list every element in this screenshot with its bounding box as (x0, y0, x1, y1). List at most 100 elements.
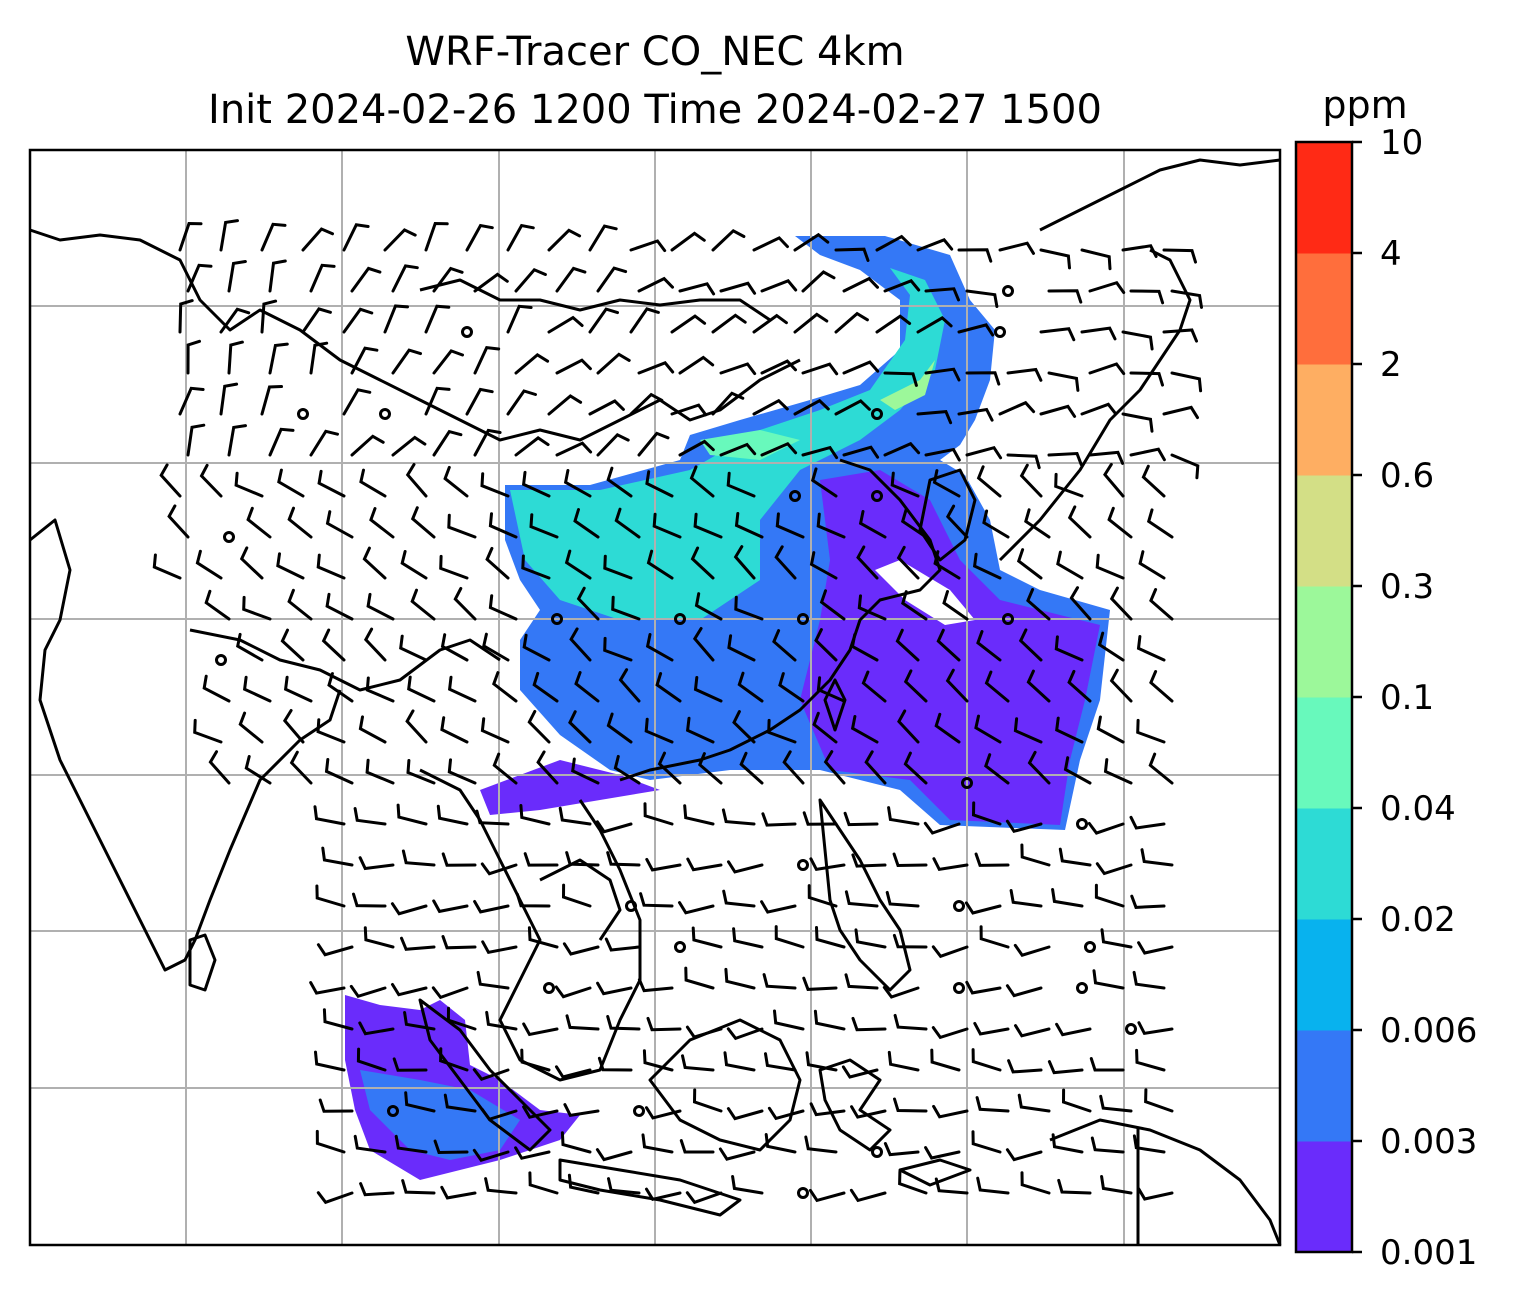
wind-barb (239, 546, 264, 580)
wind-barb (719, 442, 757, 457)
wind-barb (932, 1104, 969, 1119)
wind-barb (519, 804, 551, 826)
wind-barb (1137, 1021, 1174, 1036)
wind-barb (782, 750, 805, 785)
wind-barb (159, 463, 182, 498)
wind-barb (522, 1105, 559, 1119)
wind-barb (652, 512, 682, 539)
wind-barb (555, 441, 593, 457)
wind-barb (325, 510, 354, 539)
colorbar-swatch (1296, 919, 1352, 1031)
wind-barb (693, 676, 723, 703)
wind-barb (167, 504, 190, 539)
wind-barb (1018, 628, 1043, 662)
wind-barb (965, 289, 999, 308)
wind-barb (482, 632, 510, 662)
wind-barb (778, 672, 805, 703)
wind-barb (933, 550, 961, 580)
wind-barb (202, 674, 231, 703)
wind-barb (195, 549, 223, 580)
calm-wind-circle (674, 613, 686, 625)
wind-barb (439, 554, 469, 580)
wind-barb (834, 311, 869, 334)
wind-barb (447, 675, 477, 703)
wind-barb (316, 1191, 354, 1205)
wind-barb (280, 628, 305, 662)
wind-barb (934, 712, 961, 744)
wind-barb (287, 588, 313, 621)
wind-barb (588, 224, 618, 252)
wind-barb (186, 339, 201, 375)
wind-barb (739, 751, 764, 785)
wind-barb (1061, 1088, 1092, 1113)
calm-wind-circle (871, 490, 883, 502)
wind-barb (732, 927, 764, 949)
wind-barb (924, 447, 961, 462)
wind-barb (405, 709, 428, 744)
wind-barb (844, 973, 879, 990)
wind-barb (1090, 1136, 1125, 1154)
wind-barb (903, 669, 928, 703)
wind-barb (604, 937, 641, 952)
wind-barb (819, 589, 846, 621)
wind-barb (597, 1056, 633, 1072)
wind-barb (945, 668, 969, 703)
wind-barb (287, 506, 313, 539)
wind-barb (850, 633, 879, 662)
wind-barb (752, 313, 788, 334)
wind-barb (957, 407, 994, 422)
wind-barb (322, 1008, 354, 1031)
wind-barb (521, 470, 551, 498)
wind-barb (532, 671, 559, 703)
wind-barb (565, 851, 600, 867)
wind-barb (186, 423, 206, 457)
wind-barb (732, 710, 756, 744)
wind-barb (646, 549, 674, 580)
wind-barb (424, 386, 451, 416)
colorbar: ppm 0.001 0.003 0.006 0.02 0.04 0.1 0.3 0.6 2 4 10 (1294, 83, 1477, 1273)
wind-barb (362, 546, 387, 580)
wind-barb (998, 400, 1036, 416)
wind-barb (560, 1131, 592, 1154)
wind-barb (678, 901, 715, 915)
wind-barb (761, 812, 797, 827)
wind-barb (691, 926, 723, 949)
wind-barb (1047, 371, 1080, 392)
wind-barb (440, 716, 469, 744)
wind-barb (760, 900, 797, 914)
border-mongolia (419, 278, 771, 322)
wind-barb (694, 592, 723, 621)
wind-barb (316, 718, 346, 744)
wind-barb (900, 508, 928, 539)
wind-barb (864, 750, 887, 785)
wind-barb (528, 1171, 559, 1195)
wind-barb (403, 1011, 436, 1031)
wind-barb (842, 276, 879, 293)
wind-barb (432, 349, 464, 375)
wind-barb (515, 892, 551, 908)
wind-barb (814, 628, 838, 662)
wind-barb (1149, 670, 1174, 703)
wind-barb (324, 758, 354, 785)
wind-barb (390, 902, 428, 916)
wind-barb (916, 316, 953, 334)
wind-barb (723, 1051, 756, 1072)
calm-wind-circle (387, 1105, 399, 1117)
wind-barb (882, 985, 920, 999)
wind-barb (424, 221, 449, 252)
wind-barb (1005, 1148, 1043, 1162)
wind-barb (719, 281, 757, 295)
wind-barb (325, 592, 354, 621)
wind-barb (443, 1093, 477, 1113)
wind-barb (1162, 405, 1199, 420)
wind-barb (441, 935, 477, 950)
wind-barb (849, 1188, 887, 1203)
calm-wind-circle (1002, 613, 1014, 625)
wind-barb (1094, 883, 1125, 908)
wind-barb (410, 506, 436, 539)
wind-barb (564, 549, 592, 580)
wind-barb (1107, 506, 1133, 539)
wind-barb (473, 272, 509, 293)
wind-barb (629, 392, 664, 416)
wind-barb (350, 434, 385, 457)
